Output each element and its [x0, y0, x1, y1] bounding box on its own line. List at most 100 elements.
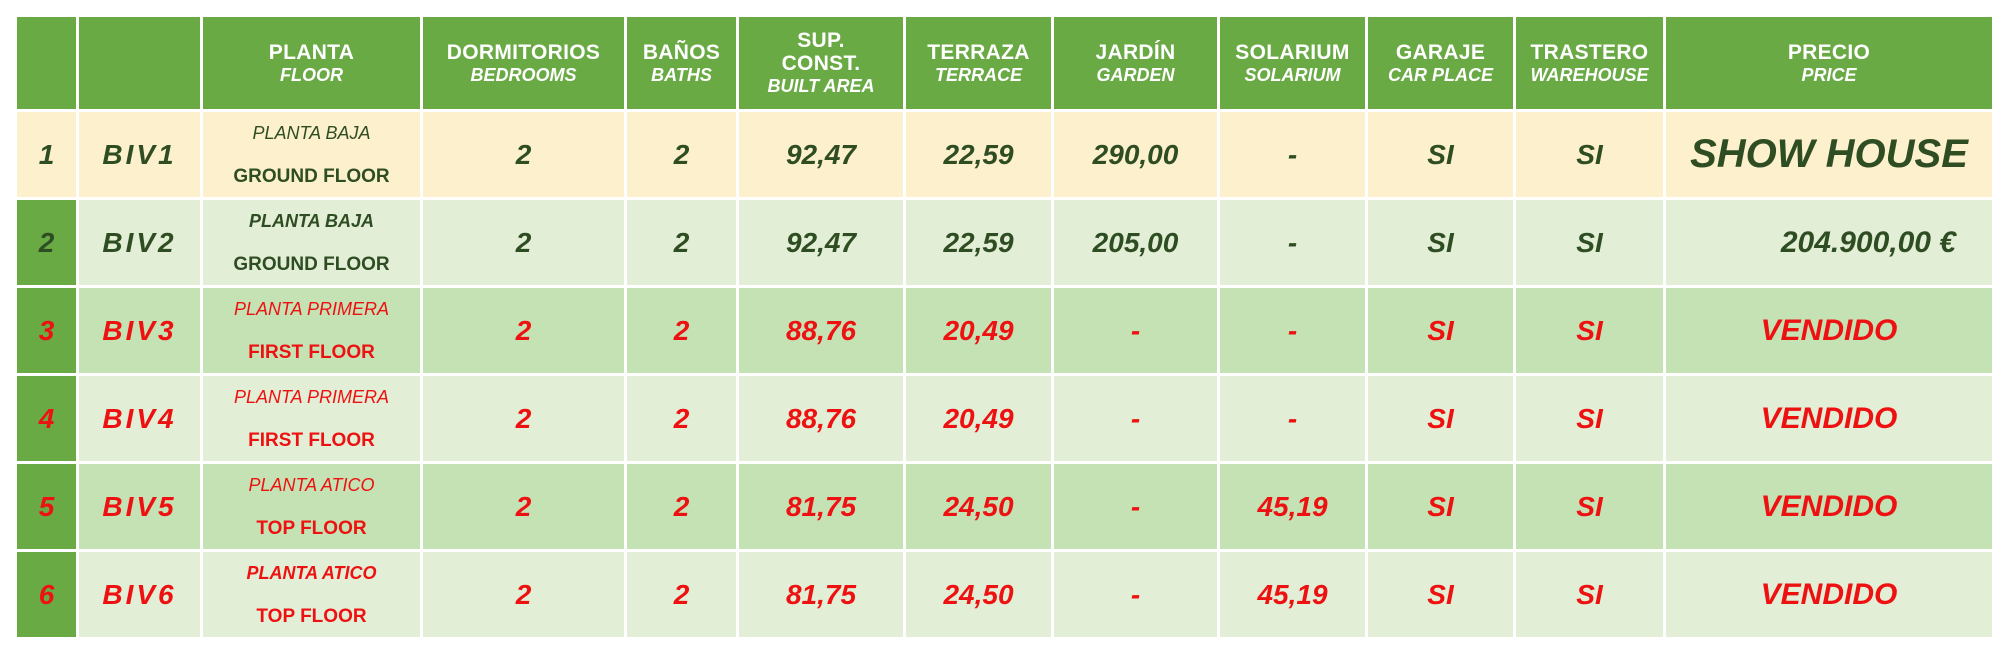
header-label: PRECIO: [1787, 40, 1871, 64]
header-price: PRECIO PRICE: [1663, 14, 1995, 112]
price-cell: VENDIDO: [1663, 549, 1995, 640]
floor-es: PLANTA BAJA: [252, 122, 371, 143]
property-price-table: PLANTA FLOOR DORMITORIOS BEDROOMS BAÑOS BAT…: [14, 14, 1995, 640]
header-label: DORMITORIOS: [446, 40, 601, 64]
header-terrace: TERRAZA TERRACE: [903, 14, 1054, 112]
floor-cell: PLANTA ATICO TOP FLOOR: [200, 549, 423, 640]
bedrooms-cell: 2: [420, 549, 627, 640]
floor-cell: PLANTA PRIMERA FIRST FLOOR: [200, 285, 423, 376]
header-sublabel: BUILT AREA: [767, 76, 875, 96]
floor-cell: PLANTA ATICO TOP FLOOR: [200, 461, 423, 552]
header-sublabel: FLOOR: [280, 64, 343, 85]
row-number: 1: [14, 109, 79, 200]
storage-cell: SI: [1513, 109, 1666, 200]
table-row: 2 BIV2 PLANTA BAJA GROUND FLOOR 2 2 92,47…: [14, 197, 1995, 288]
floor-cell: PLANTA BAJA GROUND FLOOR: [200, 109, 423, 200]
header-code: [76, 14, 203, 112]
terrace-cell: 24,50: [903, 549, 1054, 640]
row-number: 4: [14, 373, 79, 464]
price-cell: 204.900,00 €: [1663, 197, 1995, 288]
header-garden: JARDÍN GARDEN: [1051, 14, 1220, 112]
table-row: 6 BIV6 PLANTA ATICO TOP FLOOR 2 2 81,75 2…: [14, 549, 1995, 640]
floor-cell: PLANTA PRIMERA FIRST FLOOR: [200, 373, 423, 464]
header-baths: BAÑOS BATHS: [624, 14, 739, 112]
storage-cell: SI: [1513, 461, 1666, 552]
built-area-cell: 88,76: [736, 285, 906, 376]
floor-en: GROUND FLOOR: [233, 165, 390, 187]
built-area-cell: 81,75: [736, 461, 906, 552]
floor-es: PLANTA PRIMERA: [233, 386, 390, 407]
floor-es: PLANTA BAJA: [249, 210, 374, 231]
bedrooms-cell: 2: [420, 197, 627, 288]
floor-es: PLANTA ATICO: [246, 562, 377, 583]
price-cell: VENDIDO: [1663, 461, 1995, 552]
baths-cell: 2: [624, 197, 739, 288]
built-area-cell: 81,75: [736, 549, 906, 640]
garage-cell: SI: [1365, 549, 1516, 640]
floor-en: FIRST FLOOR: [248, 429, 375, 451]
header-sublabel: WAREHOUSE: [1530, 64, 1649, 85]
header-garage: GARAJE CAR PLACE: [1365, 14, 1516, 112]
solarium-cell: 45,19: [1217, 549, 1368, 640]
solarium-cell: -: [1217, 109, 1368, 200]
terrace-cell: 22,59: [903, 109, 1054, 200]
solarium-cell: 45,19: [1217, 461, 1368, 552]
garden-cell: 205,00: [1051, 197, 1220, 288]
solarium-cell: -: [1217, 373, 1368, 464]
bedrooms-cell: 2: [420, 285, 627, 376]
floor-es: PLANTA PRIMERA: [233, 298, 390, 319]
table-row: 4 BIV4 PLANTA PRIMERA FIRST FLOOR 2 2 88,…: [14, 373, 1995, 464]
unit-code: BIV1: [76, 109, 203, 200]
bedrooms-cell: 2: [420, 373, 627, 464]
table-row: 5 BIV5 PLANTA ATICO TOP FLOOR 2 2 81,75 2…: [14, 461, 1995, 552]
header-sublabel: BEDROOMS: [470, 64, 577, 85]
garden-cell: -: [1051, 285, 1220, 376]
table-row: 3 BIV3 PLANTA PRIMERA FIRST FLOOR 2 2 88,…: [14, 285, 1995, 376]
baths-cell: 2: [624, 285, 739, 376]
header-label: GARAJE: [1395, 40, 1486, 64]
header-label: SOLARIUM: [1235, 40, 1350, 64]
unit-code: BIV2: [76, 197, 203, 288]
unit-code: BIV3: [76, 285, 203, 376]
header-row: PLANTA FLOOR DORMITORIOS BEDROOMS BAÑOS BAT…: [14, 14, 1995, 112]
header-number: [14, 14, 79, 112]
terrace-cell: 22,59: [903, 197, 1054, 288]
garage-cell: SI: [1365, 109, 1516, 200]
garden-cell: -: [1051, 461, 1220, 552]
baths-cell: 2: [624, 549, 739, 640]
built-area-cell: 92,47: [736, 109, 906, 200]
table-row: 1 BIV1 PLANTA BAJA GROUND FLOOR 2 2 92,47…: [14, 109, 1995, 200]
terrace-cell: 20,49: [903, 373, 1054, 464]
header-sublabel: PRICE: [1801, 64, 1857, 85]
garage-cell: SI: [1365, 461, 1516, 552]
solarium-cell: -: [1217, 197, 1368, 288]
garage-cell: SI: [1365, 285, 1516, 376]
baths-cell: 2: [624, 109, 739, 200]
garage-cell: SI: [1365, 373, 1516, 464]
bedrooms-cell: 2: [420, 461, 627, 552]
floor-es: PLANTA ATICO: [248, 474, 375, 495]
baths-cell: 2: [624, 373, 739, 464]
floor-en: FIRST FLOOR: [248, 341, 375, 363]
storage-cell: SI: [1513, 285, 1666, 376]
storage-cell: SI: [1513, 549, 1666, 640]
garage-cell: SI: [1365, 197, 1516, 288]
header-label: BAÑOS: [642, 40, 721, 64]
header-sublabel: TERRACE: [934, 64, 1022, 85]
built-area-cell: 92,47: [736, 197, 906, 288]
header-sublabel: GARDEN: [1096, 64, 1175, 85]
garden-cell: -: [1051, 549, 1220, 640]
header-storage: TRASTERO WAREHOUSE: [1513, 14, 1666, 112]
floor-cell: PLANTA BAJA GROUND FLOOR: [200, 197, 423, 288]
storage-cell: SI: [1513, 373, 1666, 464]
price-cell: VENDIDO: [1663, 373, 1995, 464]
unit-code: BIV4: [76, 373, 203, 464]
row-number: 6: [14, 549, 79, 640]
price-cell: VENDIDO: [1663, 285, 1995, 376]
header-sublabel: BATHS: [651, 64, 712, 85]
built-area-cell: 88,76: [736, 373, 906, 464]
price-cell: SHOW HOUSE: [1663, 109, 1995, 200]
header-floor: PLANTA FLOOR: [200, 14, 423, 112]
terrace-cell: 24,50: [903, 461, 1054, 552]
garden-cell: -: [1051, 373, 1220, 464]
